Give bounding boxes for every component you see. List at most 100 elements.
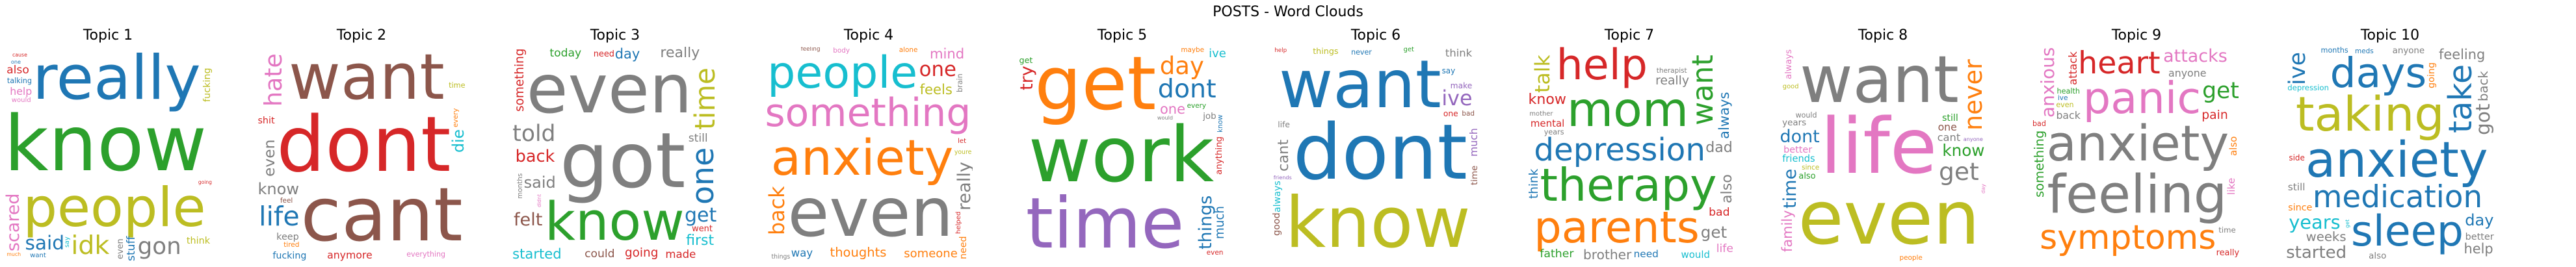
word-something: something <box>765 90 971 136</box>
word-talk: talk <box>1531 55 1555 93</box>
word-know: know <box>544 191 685 253</box>
word-cloud-panel: Topic 1 know people really idk gon scared said h… <box>4 0 212 267</box>
word-want: want <box>289 47 445 114</box>
word-feeling: feeling <box>800 47 821 53</box>
word-cloud: depression therapy mom parents help want reall… <box>1525 47 1733 261</box>
word-heart: heart <box>2078 47 2161 82</box>
word-really: really <box>33 47 201 114</box>
word-make: make <box>1450 81 1473 90</box>
word-would: would <box>11 96 31 104</box>
word-panic: panic <box>2083 73 2201 124</box>
word-cloud-panel: Topic 3 got even know started back one told said… <box>511 0 719 267</box>
word-everything: everything <box>406 249 446 259</box>
word-still: still <box>1942 113 1958 124</box>
word-get: get <box>1034 47 1157 127</box>
word-first: first <box>686 233 715 249</box>
word-life: life <box>259 200 300 232</box>
word-work: work <box>1028 110 1215 200</box>
word-one: one <box>1159 100 1186 117</box>
word-friends: friends <box>1782 153 1815 164</box>
word-going: going <box>2426 62 2437 88</box>
panel-title: Topic 6 <box>1350 27 1401 44</box>
panel-title: Topic 8 <box>1858 27 1908 44</box>
word-cloud: anxiety even something people feels back one th… <box>765 47 973 261</box>
word-let: let <box>958 137 967 145</box>
word-anything: anything <box>1214 136 1224 175</box>
word-cloud-panel: Topic 5 work get time dont day things one ive job… <box>1018 0 1226 267</box>
word-get: get <box>1939 157 1979 186</box>
word-try: try <box>1018 66 1038 91</box>
word-told: told <box>512 120 556 147</box>
word-still: still <box>688 132 708 146</box>
word-cloud: know people really idk gon scared said help fuck… <box>4 47 212 261</box>
word-cloud: anxiety medication taking sleep days take year… <box>2286 47 2494 261</box>
word-get: get <box>1700 222 1728 242</box>
word-anyone: anyone <box>2392 47 2425 57</box>
word-something: something <box>2032 130 2047 197</box>
word-idk: idk <box>71 231 110 261</box>
word-time: time <box>1469 166 1480 186</box>
word-maybe: maybe <box>1181 47 1205 54</box>
panel-title: Topic 3 <box>590 27 640 44</box>
word-months: months <box>516 173 525 199</box>
word-body: body <box>833 47 850 55</box>
word-hate: hate <box>259 53 287 107</box>
word-said: said <box>25 231 64 254</box>
word-brain: brain <box>956 73 965 93</box>
word-mom: mom <box>1566 83 1689 138</box>
word-keep: keep <box>276 232 299 243</box>
figure-title: POSTS - Word Clouds <box>1213 4 1363 20</box>
word-better: better <box>1783 145 1813 156</box>
panel-title: Topic 9 <box>2111 27 2162 44</box>
word-cloud: life even want know get never dont friends years… <box>1779 47 1987 261</box>
word-cloud-panel: Topic 2 dont cant want life know hate anymore fu… <box>257 0 466 267</box>
word-think: think <box>1527 168 1542 199</box>
word-even: even <box>526 51 692 129</box>
word-cloud-panel: Topic 10 anxiety medication taking sleep days… <box>2286 0 2494 267</box>
word-always: always <box>1715 92 1732 140</box>
word-much: much <box>1467 128 1480 157</box>
word-feel: feel <box>280 197 293 205</box>
word-know: know <box>1528 90 1566 108</box>
word-anxiety: anxiety <box>2046 114 2229 172</box>
word-help: help <box>10 84 33 97</box>
word-way: way <box>791 247 813 260</box>
word-taking: taking <box>2295 86 2445 142</box>
word-still: still <box>2287 181 2306 194</box>
word-really: really <box>954 161 973 210</box>
word-get: get <box>1403 47 1414 54</box>
word-said: said <box>523 173 556 192</box>
word-months: months <box>2320 47 2348 55</box>
word-feels: feels <box>919 81 953 98</box>
word-really: really <box>1655 73 1689 88</box>
panel-title: Topic 1 <box>83 27 133 44</box>
word-time: time <box>1780 169 1801 209</box>
word-talking: talking <box>7 76 33 85</box>
word-dont: dont <box>1157 73 1216 104</box>
word-even: even <box>787 173 954 252</box>
word-cloud: dont cant want life know hate anymore fucking ev… <box>257 47 466 261</box>
word-bad: bad <box>1709 206 1730 219</box>
word-say: say <box>1441 66 1456 76</box>
word-anyone: anyone <box>1963 135 1983 142</box>
word-therapist: therapist <box>1656 66 1687 75</box>
panel-title: Topic 10 <box>2360 27 2420 44</box>
word-cant: cant <box>300 171 463 258</box>
word-health: health <box>2057 86 2080 95</box>
word-bad: bad <box>1462 109 1475 118</box>
word-say: say <box>64 236 72 248</box>
word-pain: pain <box>2201 108 2228 123</box>
word-day: day <box>2465 210 2494 229</box>
word-would: would <box>1157 114 1174 121</box>
word-think: think <box>186 236 211 247</box>
word-also: also <box>1798 172 1816 182</box>
word-time: time <box>2218 225 2236 235</box>
word-made: made <box>665 248 696 261</box>
word-day: day <box>614 47 640 62</box>
word-one: one <box>1443 108 1458 118</box>
word-attacks: attacks <box>2163 47 2228 67</box>
word-get: get <box>2343 219 2350 229</box>
word-friends: friends <box>1273 174 1292 181</box>
word-father: father <box>1540 247 1574 261</box>
word-felt: felt <box>514 210 543 231</box>
